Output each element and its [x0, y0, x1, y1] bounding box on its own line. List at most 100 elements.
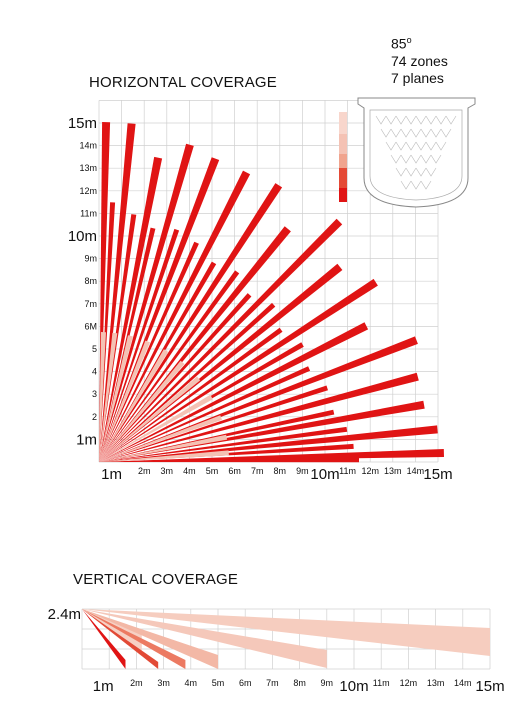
- vertical-detection-beam: [82, 609, 490, 656]
- angle-spec: 85o: [391, 32, 448, 53]
- planes-spec: 7 planes: [391, 69, 444, 86]
- horizontal-beams: [99, 122, 444, 463]
- vertical-detection-beam: [82, 609, 159, 669]
- detection-beam: [99, 214, 137, 462]
- horizontal-coverage-title: HORIZONTAL COVERAGE: [89, 74, 277, 91]
- y-axis-tick-label: 5: [92, 344, 97, 354]
- x-axis-tick-label: 13m: [384, 466, 402, 476]
- zones-spec: 74 zones: [391, 52, 448, 69]
- vertical-x-tick-label: 15m: [475, 678, 504, 695]
- detection-beam: [99, 366, 311, 462]
- y-axis-tick-label: 12m: [79, 186, 97, 196]
- y-axis-tick-label: 6M: [84, 321, 97, 331]
- y-axis-tick-label: 11m: [80, 208, 97, 218]
- detection-beam: [99, 394, 213, 462]
- detection-beam: [99, 425, 438, 462]
- detection-beam: [99, 332, 118, 462]
- vertical-axis-labels: 2.4m 1m 2m 3m 4m 5m 6m 7m 8m 9m 10m 11m 12m 13m 14m 15m: [48, 606, 505, 695]
- x-axis-tick-label: 2m: [138, 466, 151, 476]
- x-axis-tick-label: 5m: [206, 466, 219, 476]
- detection-beam: [99, 143, 194, 462]
- x-axis-tick-label: 11m: [339, 466, 356, 476]
- detection-beam: [99, 449, 444, 462]
- x-axis-tick-label: 14m: [407, 466, 425, 476]
- vertical-detection-beam: [82, 609, 186, 669]
- detection-beam: [99, 156, 163, 462]
- detection-beam: [99, 335, 133, 462]
- vertical-x-tick-label: 12m: [400, 678, 418, 688]
- detection-beam: [99, 457, 359, 463]
- detection-beam: [99, 385, 328, 462]
- detection-beam: [99, 415, 222, 462]
- legend-swatch-1: [339, 112, 347, 134]
- detection-beam: [99, 327, 283, 462]
- vertical-x-tick-label: 4m: [185, 678, 198, 688]
- y-axis-tick-label: 14m: [79, 141, 97, 151]
- detection-beam: [99, 372, 419, 462]
- detection-beam: [99, 218, 343, 462]
- detection-beam: [99, 278, 378, 462]
- zone-legend: [339, 112, 347, 202]
- detection-beam: [99, 360, 185, 462]
- detection-beam: [99, 293, 252, 462]
- x-axis-tick-label: 12m: [361, 466, 379, 476]
- vertical-x-tick-label: 7m: [266, 678, 279, 688]
- legend-swatch-3: [339, 154, 347, 168]
- x-axis-tick-label: 15m: [423, 466, 452, 483]
- mount-height-label: 2.4m: [48, 606, 81, 623]
- vertical-x-tick-label: 1m: [93, 678, 114, 695]
- detection-beam: [99, 170, 251, 462]
- detection-beam: [99, 434, 228, 462]
- vertical-x-tick-label: 6m: [239, 678, 252, 688]
- y-axis-tick-label: 1m: [76, 431, 97, 448]
- x-axis-tick-label: 1m: [101, 466, 122, 483]
- detection-beam: [99, 202, 116, 462]
- vertical-x-tick-label: 11m: [373, 678, 390, 688]
- x-axis-tick-label: 9m: [296, 466, 309, 476]
- detection-beam: [99, 183, 283, 462]
- detection-beam: [99, 336, 418, 462]
- detection-beam: [99, 241, 199, 462]
- y-axis-tick-label: 10m: [68, 228, 97, 245]
- vertical-coverage-title: VERTICAL COVERAGE: [73, 571, 239, 588]
- y-axis-tick-label: 4: [92, 367, 97, 377]
- y-axis-tick-label: 8m: [84, 276, 97, 286]
- vertical-x-tick-label: 9m: [321, 678, 334, 688]
- vertical-detection-beam: [82, 609, 327, 668]
- detection-beam: [99, 228, 180, 462]
- angle-value: 85: [391, 35, 407, 52]
- vertical-x-tick-label: 10m: [339, 678, 368, 695]
- detection-beam: [99, 270, 240, 462]
- degree-symbol: o: [406, 35, 412, 45]
- detection-beam: [99, 426, 348, 462]
- y-axis-tick-label: 13m: [79, 163, 97, 173]
- legend-swatch-2: [339, 134, 347, 154]
- vertical-x-tick-label: 14m: [454, 678, 472, 688]
- vertical-detection-beam: [82, 609, 126, 669]
- legend-swatch-4: [339, 168, 347, 188]
- detection-beam: [99, 302, 276, 462]
- x-axis-tick-label: 3m: [161, 466, 174, 476]
- vertical-detection-beam: [82, 609, 218, 669]
- detection-beam: [99, 322, 369, 462]
- detection-beam: [99, 376, 201, 462]
- detection-beam: [99, 409, 335, 462]
- y-axis-tick-label: 15m: [68, 115, 97, 132]
- y-axis-tick-label: 2: [92, 412, 97, 422]
- vertical-x-tick-label: 5m: [212, 678, 225, 688]
- x-axis-tick-label: 6m: [228, 466, 241, 476]
- y-axis-tick-label: 3: [92, 389, 97, 399]
- vertical-x-tick-label: 3m: [157, 678, 170, 688]
- spec-block: 85o 74 zones 7 planes: [391, 32, 448, 87]
- detection-beam: [99, 450, 229, 462]
- legend-swatch-5: [339, 188, 347, 202]
- y-axis-tick-label: 7m: [84, 299, 97, 309]
- x-axis-tick-label: 8m: [274, 466, 287, 476]
- vertical-beams: [82, 609, 490, 669]
- x-axis-tick-label: 7m: [251, 466, 264, 476]
- x-axis-tick-label: 4m: [183, 466, 196, 476]
- vertical-x-tick-label: 8m: [293, 678, 306, 688]
- detector-lens-icon: [357, 97, 476, 208]
- x-axis-tick-label: 10m: [310, 466, 339, 483]
